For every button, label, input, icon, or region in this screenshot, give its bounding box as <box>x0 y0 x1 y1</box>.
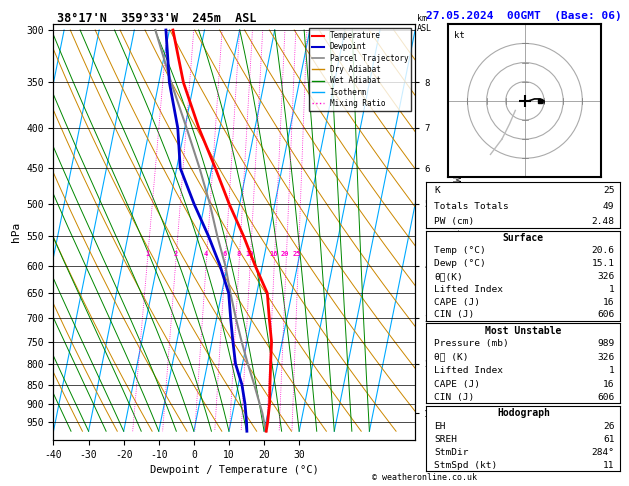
Text: Lifted Index: Lifted Index <box>434 285 503 294</box>
Text: 8: 8 <box>237 251 241 258</box>
Text: K: K <box>434 186 440 195</box>
Text: 10: 10 <box>245 251 254 258</box>
Text: Pressure (mb): Pressure (mb) <box>434 339 509 348</box>
Text: 25: 25 <box>603 186 615 195</box>
Text: km
ASL: km ASL <box>417 14 432 33</box>
Text: θᴇ(K): θᴇ(K) <box>434 272 463 281</box>
Text: θᴇ (K): θᴇ (K) <box>434 353 469 362</box>
Text: 16: 16 <box>269 251 278 258</box>
Text: Lifted Index: Lifted Index <box>434 366 503 375</box>
Text: 326: 326 <box>597 353 615 362</box>
Text: PW (cm): PW (cm) <box>434 217 474 226</box>
Text: 284°: 284° <box>591 448 615 457</box>
Y-axis label: Mixing Ratio (g/kg): Mixing Ratio (g/kg) <box>450 176 460 288</box>
Text: 606: 606 <box>597 393 615 402</box>
Text: StmSpd (kt): StmSpd (kt) <box>434 461 498 470</box>
Text: 20: 20 <box>281 251 289 258</box>
Text: 61: 61 <box>603 435 615 444</box>
Text: kt: kt <box>454 31 465 40</box>
Text: 6: 6 <box>223 251 227 258</box>
Text: 16: 16 <box>603 297 615 307</box>
Text: 38°17'N  359°33'W  245m  ASL: 38°17'N 359°33'W 245m ASL <box>57 12 256 25</box>
Text: CAPE (J): CAPE (J) <box>434 297 480 307</box>
Text: Totals Totals: Totals Totals <box>434 202 509 210</box>
Text: SREH: SREH <box>434 435 457 444</box>
Text: 20.6: 20.6 <box>591 246 615 255</box>
Text: StmDir: StmDir <box>434 448 469 457</box>
Text: 15.1: 15.1 <box>591 259 615 268</box>
Text: Temp (°C): Temp (°C) <box>434 246 486 255</box>
Text: 1: 1 <box>145 251 149 258</box>
Text: 26: 26 <box>603 422 615 431</box>
Text: 49: 49 <box>603 202 615 210</box>
Text: 25: 25 <box>293 251 301 258</box>
Text: 1: 1 <box>609 285 615 294</box>
Text: Dewp (°C): Dewp (°C) <box>434 259 486 268</box>
Text: 4: 4 <box>204 251 208 258</box>
Text: Hodograph: Hodograph <box>497 408 550 418</box>
X-axis label: Dewpoint / Temperature (°C): Dewpoint / Temperature (°C) <box>150 465 319 475</box>
Text: 326: 326 <box>597 272 615 281</box>
Text: CIN (J): CIN (J) <box>434 393 474 402</box>
Text: 16: 16 <box>603 380 615 388</box>
Text: 2.48: 2.48 <box>591 217 615 226</box>
Text: Surface: Surface <box>503 233 544 243</box>
Y-axis label: hPa: hPa <box>11 222 21 242</box>
Text: 2: 2 <box>174 251 177 258</box>
Text: CIN (J): CIN (J) <box>434 311 474 319</box>
Text: 989: 989 <box>597 339 615 348</box>
Text: CAPE (J): CAPE (J) <box>434 380 480 388</box>
Text: EH: EH <box>434 422 446 431</box>
Text: 27.05.2024  00GMT  (Base: 06): 27.05.2024 00GMT (Base: 06) <box>426 11 622 21</box>
Text: 606: 606 <box>597 311 615 319</box>
Text: 11: 11 <box>603 461 615 470</box>
Text: © weatheronline.co.uk: © weatheronline.co.uk <box>372 473 477 482</box>
Legend: Temperature, Dewpoint, Parcel Trajectory, Dry Adiabat, Wet Adiabat, Isotherm, Mi: Temperature, Dewpoint, Parcel Trajectory… <box>309 28 411 111</box>
Text: 1: 1 <box>609 366 615 375</box>
Text: Most Unstable: Most Unstable <box>485 326 562 335</box>
